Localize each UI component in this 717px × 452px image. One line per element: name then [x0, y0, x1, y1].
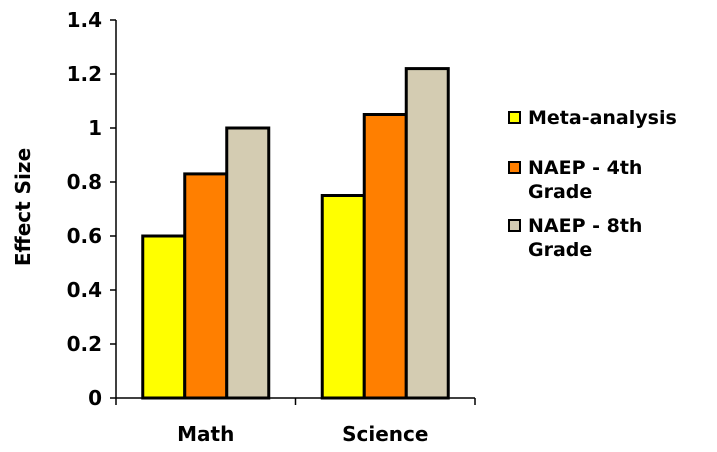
x-category-label-math: Math: [177, 422, 234, 446]
y-tick-label: 0.2: [67, 332, 102, 356]
legend-item-naep-4th-grade: NAEP - 4th Grade: [503, 156, 713, 204]
y-tick-label: 0: [88, 386, 102, 410]
bars-layer: [141, 67, 450, 400]
axes-layer: 0 0.2 0.4 0.6 0.8 1 1.2 1.4 Math Science: [67, 8, 476, 446]
legend-label-naep-8th-line1: NAEP - 8th: [528, 215, 643, 237]
y-tick-label: 0.8: [67, 170, 102, 194]
legend-item-meta-analysis: Meta-analysis: [503, 106, 713, 130]
legend: Meta-analysis NAEP - 4th Grade NAEP - 8t…: [503, 106, 713, 272]
legend-swatch-meta-analysis: [508, 111, 521, 124]
y-axis-label: Effect Size: [11, 148, 35, 266]
bar-science-naep-4th-grade: [362, 113, 408, 400]
legend-item-naep-8th-grade: NAEP - 8th Grade: [503, 214, 713, 262]
y-tick-label: 1: [88, 116, 102, 140]
legend-label-naep-4th-line2: Grade: [528, 181, 593, 203]
bar-science-meta-analysis: [320, 194, 366, 400]
y-tick-label: 0.4: [67, 278, 102, 302]
y-tick-label: 1.4: [67, 8, 102, 32]
legend-swatch-naep-4th-grade: [508, 161, 521, 174]
bar-math-naep-8th-grade: [225, 126, 271, 400]
bar-math-meta-analysis: [141, 234, 187, 400]
legend-label-meta-analysis: Meta-analysis: [528, 107, 677, 129]
legend-label-naep-8th-line2: Grade: [528, 239, 593, 261]
bar-science-naep-8th-grade: [404, 67, 450, 400]
x-category-label-science: Science: [342, 422, 428, 446]
legend-label-naep-4th-line1: NAEP - 4th: [528, 157, 643, 179]
bar-math-naep-4th-grade: [183, 172, 229, 400]
y-tick-label: 1.2: [67, 62, 102, 86]
legend-swatch-naep-8th-grade: [508, 219, 521, 232]
y-tick-label: 0.6: [67, 224, 102, 248]
